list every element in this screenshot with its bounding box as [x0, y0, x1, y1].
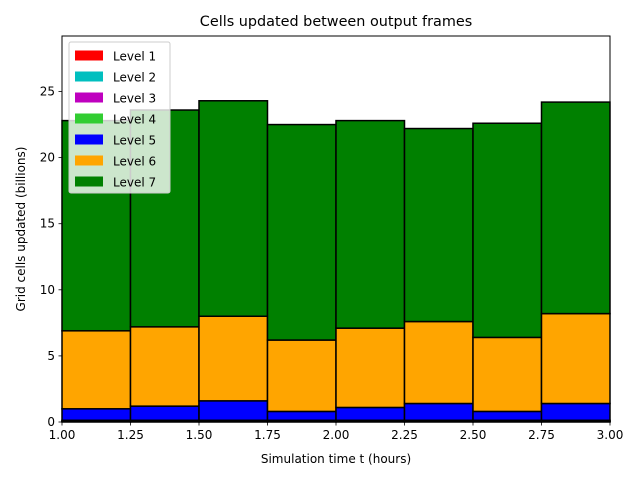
- x-tick-label: 3.00: [597, 428, 624, 442]
- x-tick-label: 2.00: [323, 428, 350, 442]
- legend-label: Level 6: [113, 155, 156, 169]
- y-tick-label: 10: [40, 283, 55, 297]
- bar-segment-level-5: [540, 402, 611, 422]
- legend-swatch: [75, 113, 103, 124]
- bar-segment-level-5: [266, 410, 337, 422]
- y-tick-label: 20: [40, 151, 55, 165]
- y-axis: 0 5 10 15 20 25: [40, 85, 62, 429]
- legend-label: Level 7: [113, 176, 156, 190]
- x-tick-label: 1.75: [254, 428, 281, 442]
- bar-segment-level-6: [335, 327, 406, 409]
- x-tick-label: 1.50: [186, 428, 213, 442]
- x-tick-label: 2.50: [460, 428, 487, 442]
- legend-label: Level 4: [113, 113, 156, 127]
- bar-segment-level-5: [198, 400, 269, 422]
- bar-segment-level-6: [403, 320, 474, 405]
- x-tick-label: 2.25: [391, 428, 418, 442]
- bar-segment-level-6: [266, 339, 337, 413]
- bar-segment-level-7: [403, 127, 474, 323]
- x-axis: 1.00 1.25 1.50 1.75 2.00 2.25 2.50 2.75 3.00: [49, 422, 624, 442]
- bar-segment-level-6: [129, 326, 200, 407]
- bar-segment-level-5: [403, 402, 474, 422]
- bar-segment-level-5: [472, 410, 543, 422]
- legend-swatch: [75, 155, 103, 166]
- y-tick-label: 0: [47, 415, 55, 429]
- bar-segment-level-6: [540, 312, 611, 405]
- bar-segment-level-7: [472, 122, 543, 339]
- legend: Level 1 Level 2 Level 3 Level 4 Level 5 Level…: [68, 41, 171, 194]
- bar-segment-level-7: [266, 123, 337, 341]
- legend-label: Level 3: [113, 92, 156, 106]
- legend-swatch: [75, 176, 103, 187]
- legend-swatch: [75, 92, 103, 103]
- bar-segment-level-7: [198, 100, 269, 317]
- y-tick-label: 15: [40, 217, 55, 231]
- legend-swatch: [75, 134, 103, 145]
- chart-title: Cells updated between output frames: [200, 14, 472, 30]
- y-tick-label: 25: [40, 85, 55, 99]
- bar-segment-level-6: [61, 330, 132, 410]
- x-tick-label: 1.00: [49, 428, 76, 442]
- x-tick-label: 1.25: [117, 428, 144, 442]
- bar-segment-level-6: [472, 336, 543, 413]
- legend-swatch: [75, 50, 103, 61]
- y-axis-label: Grid cells updated (billions): [14, 147, 28, 312]
- bar-segment-level-7: [540, 101, 611, 315]
- bar-segment-level-5: [61, 408, 132, 422]
- legend-label: Level 5: [113, 134, 156, 148]
- legend-label: Level 1: [113, 50, 156, 64]
- x-axis-label: Simulation time t (hours): [261, 452, 411, 466]
- y-tick-label: 5: [47, 349, 55, 363]
- bar-segment-level-7: [335, 119, 406, 329]
- bar-segment-level-5: [335, 406, 406, 422]
- bar-segment-level-6: [198, 315, 269, 402]
- legend-swatch: [75, 71, 103, 82]
- x-tick-label: 2.75: [528, 428, 555, 442]
- bar-segment-level-5: [129, 405, 200, 422]
- legend-label: Level 2: [113, 71, 156, 85]
